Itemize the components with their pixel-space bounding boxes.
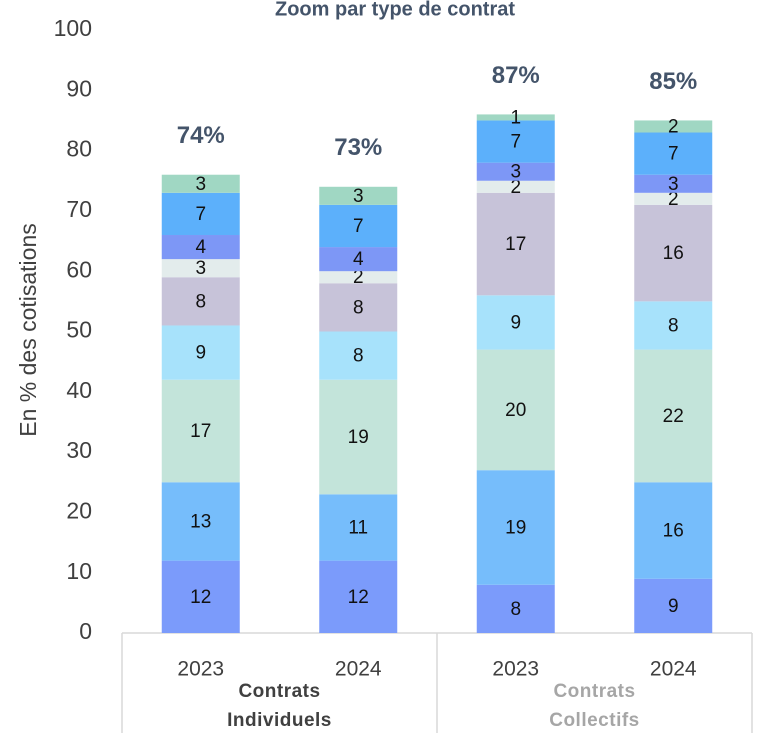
bar-segment	[634, 174, 713, 193]
total-label: 87%	[492, 62, 540, 89]
data-label: 12	[190, 587, 211, 608]
bar-segment	[319, 494, 398, 561]
bar-segment	[319, 283, 398, 332]
bar-segment	[634, 301, 713, 350]
data-label: 3	[510, 162, 521, 183]
data-label: 16	[663, 521, 684, 542]
data-label: 9	[195, 343, 206, 364]
data-label: 2	[668, 189, 679, 210]
data-label: 12	[348, 587, 369, 608]
group-label: Contrats Collectifs	[519, 677, 670, 733]
bar-segment	[476, 295, 555, 350]
data-label: 2	[353, 267, 364, 288]
data-label: 4	[195, 237, 206, 258]
bar-segment	[634, 482, 713, 579]
data-label: 7	[195, 204, 206, 225]
data-label: 8	[353, 297, 364, 318]
data-label: 7	[353, 216, 364, 237]
y-axis-label: En % des cotisations	[15, 223, 41, 437]
y-tick-label: 80	[66, 136, 92, 162]
y-tick-label: 100	[54, 15, 92, 41]
bar-segment	[476, 349, 555, 471]
y-tick-label: 60	[66, 256, 92, 282]
data-label: 22	[663, 406, 684, 427]
bar-segment	[161, 560, 240, 633]
data-label: 8	[353, 346, 364, 367]
x-tick-label: 2023	[492, 658, 539, 681]
x-tick-label: 2024	[335, 658, 382, 681]
data-label: 3	[195, 174, 206, 195]
group-label: Contrats Individuels	[204, 677, 355, 733]
bar-segment	[476, 180, 555, 193]
bar-segment	[161, 379, 240, 483]
bar-segment	[161, 259, 240, 278]
y-tick-label: 40	[66, 377, 92, 403]
data-label: 16	[663, 243, 684, 264]
y-tick-label: 10	[66, 558, 92, 584]
data-label: 3	[668, 174, 679, 195]
data-label: 3	[195, 258, 206, 279]
data-label: 7	[510, 132, 521, 153]
data-label: 8	[510, 599, 521, 620]
bar-segment	[161, 235, 240, 260]
data-label: 20	[505, 400, 526, 421]
y-tick-label: 70	[66, 196, 92, 222]
bar-segment	[634, 120, 713, 133]
bar-segment	[161, 482, 240, 561]
data-label: 9	[510, 312, 521, 333]
bar-segment	[319, 379, 398, 495]
bar-segment	[319, 331, 398, 380]
chart-title: Zoom par type de contrat	[275, 0, 515, 20]
bar-segment	[161, 277, 240, 326]
data-label: 8	[195, 291, 206, 312]
data-label: 2	[668, 116, 679, 137]
data-label: 1	[510, 107, 521, 128]
bar-segment	[634, 349, 713, 483]
bar-segment	[319, 204, 398, 248]
bar-segment	[476, 584, 555, 633]
data-label: 3	[353, 186, 364, 207]
bar-segment	[634, 204, 713, 302]
total-label: 73%	[334, 134, 382, 161]
x-tick-label: 2023	[177, 658, 224, 681]
bar-segment	[319, 186, 398, 205]
y-tick-label: 30	[66, 437, 92, 463]
data-label: 19	[505, 517, 526, 538]
y-tick-label: 50	[66, 317, 92, 343]
x-tick-label: 2024	[650, 658, 697, 681]
bar-segment	[476, 120, 555, 163]
bar-segment	[476, 162, 555, 181]
data-label: 13	[190, 511, 211, 532]
y-tick-label: 20	[66, 497, 92, 523]
total-label: 74%	[177, 122, 225, 149]
data-label: 17	[505, 234, 526, 255]
data-label: 7	[668, 144, 679, 165]
bar-segment	[476, 470, 555, 585]
total-label: 85%	[649, 68, 697, 95]
bar-segment	[161, 192, 240, 236]
bar-segment	[634, 192, 713, 205]
bar-segment	[476, 192, 555, 296]
bar-segment	[319, 271, 398, 284]
data-label: 8	[668, 315, 679, 336]
y-tick-label: 0	[79, 618, 92, 644]
bar-segment	[161, 174, 240, 193]
bar-segment	[161, 325, 240, 380]
data-label: 11	[348, 517, 368, 538]
data-label: 2	[510, 177, 521, 198]
data-label: 4	[353, 249, 364, 270]
bar-segment	[634, 132, 713, 175]
bar-segment	[476, 114, 555, 121]
data-label: 17	[190, 421, 211, 442]
bar-segment	[319, 560, 398, 633]
data-label: 9	[668, 596, 679, 617]
y-tick-label: 90	[66, 75, 92, 101]
data-label: 19	[348, 427, 369, 448]
bar-segment	[634, 578, 713, 633]
bar-segment	[319, 247, 398, 272]
